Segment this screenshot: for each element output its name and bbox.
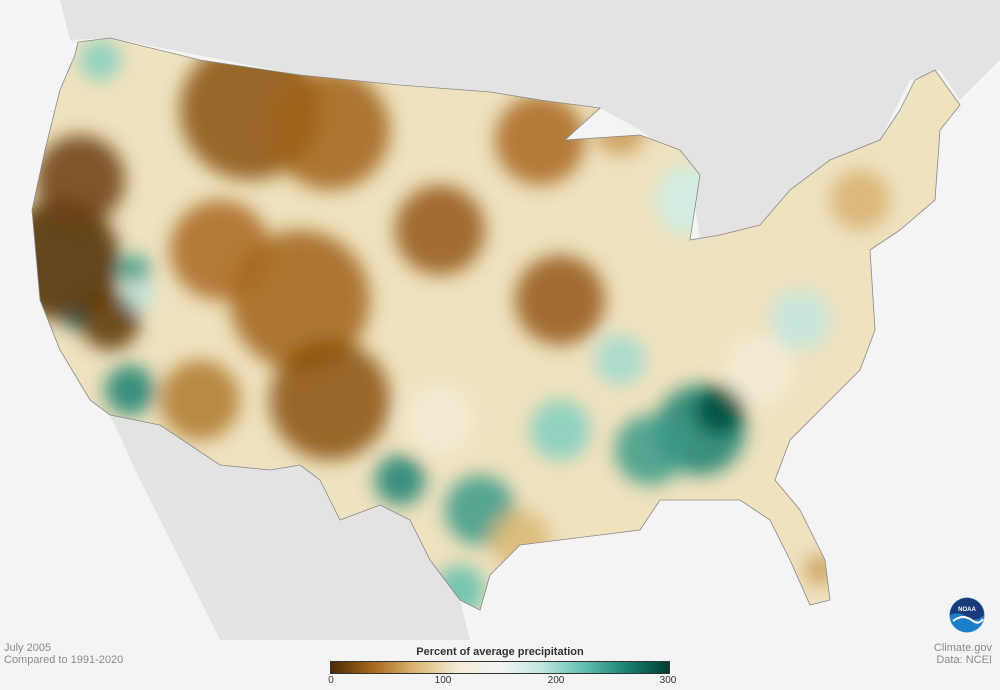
map-date-note: July 2005 Compared to 1991-2020 (4, 642, 123, 666)
date-label: July 2005 (4, 642, 52, 654)
precipitation-anomaly-patch (80, 290, 140, 350)
credit-label: Climate.gov (933, 642, 992, 654)
baseline-label: Compared to 1991-2020 (4, 654, 124, 666)
precipitation-anomaly-patch (595, 335, 645, 385)
precipitation-anomaly-patch (170, 200, 270, 300)
legend-tick: 0 (328, 675, 334, 686)
precipitation-anomaly-patch (615, 415, 685, 485)
precipitation-anomaly-patch (65, 310, 85, 330)
precipitation-anomaly-patch (80, 40, 120, 80)
precipitation-anomaly-patch (375, 455, 425, 505)
precipitation-anomaly-patch (530, 400, 590, 460)
precipitation-anomaly-patch (105, 365, 155, 415)
precipitation-anomaly-patch (35, 135, 125, 225)
legend-color-bar (330, 661, 670, 674)
legend-tick: 100 (434, 675, 452, 686)
mexico-land (110, 415, 470, 640)
legend-tick: 300 (659, 675, 677, 686)
source-label: Data: NCEI (936, 654, 992, 666)
precipitation-anomaly-patch (495, 95, 585, 185)
legend-tick: 200 (547, 675, 565, 686)
precipitation-anomaly-patch (160, 360, 240, 440)
precipitation-anomaly-patch (32, 200, 120, 320)
precipitation-anomaly-patch (515, 255, 605, 345)
precipitation-anomaly-patch (770, 290, 830, 350)
precipitation-anomaly-patch (695, 385, 745, 435)
us-outline (31, 37, 961, 611)
svg-text:NOAA: NOAA (958, 607, 976, 613)
precipitation-anomaly-patch (395, 185, 485, 275)
precipitation-anomaly-patch (270, 340, 390, 460)
credit-note: Climate.gov Data: NCEI (934, 642, 992, 666)
precipitation-anomaly-patch (830, 170, 890, 230)
precipitation-anomaly-patch (725, 335, 795, 405)
precipitation-map (31, 0, 1000, 640)
legend-title: Percent of average precipitation (416, 646, 584, 658)
precipitation-anomaly-patch (270, 70, 390, 190)
canada-land (60, 0, 1000, 240)
precipitation-anomaly-patch (125, 280, 155, 310)
noaa-logo: NOAA (949, 597, 985, 633)
precipitation-anomaly-patch (405, 385, 475, 455)
precipitation-anomaly-patch (120, 255, 150, 285)
